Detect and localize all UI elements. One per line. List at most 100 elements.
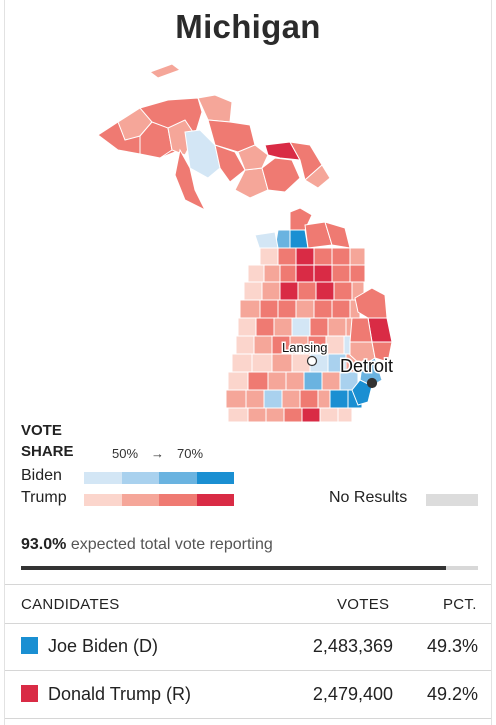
county-shape[interactable] [299, 389, 319, 409]
county-shape[interactable] [333, 281, 353, 301]
county-shape[interactable] [331, 264, 351, 283]
divider [5, 718, 491, 719]
county-shape[interactable] [247, 264, 265, 283]
county-shape[interactable] [267, 371, 287, 391]
county-shape[interactable] [325, 335, 345, 355]
county-shape[interactable] [265, 407, 285, 423]
county-shape[interactable] [225, 389, 247, 409]
legend-row-biden: Biden [21, 467, 234, 485]
trump-swatch-3 [196, 494, 234, 506]
county-shape[interactable] [243, 281, 263, 301]
trump-swatch-0 [84, 494, 122, 506]
county-shape[interactable] [239, 299, 261, 319]
no-results-label: No Results [329, 489, 408, 506]
scale-arrow-icon: → [151, 446, 165, 461]
candidate-pct: 49.2% [426, 684, 478, 704]
county-shape[interactable] [251, 353, 273, 373]
county-shape[interactable] [337, 407, 353, 423]
county-shape[interactable] [263, 389, 283, 409]
county-shape[interactable] [254, 231, 279, 251]
county-shape[interactable] [261, 281, 281, 301]
county-shape[interactable] [321, 371, 341, 391]
county-shape[interactable] [279, 264, 297, 283]
county-shape[interactable] [255, 317, 275, 337]
legend-biden-label: Biden [21, 467, 62, 484]
results-card [4, 0, 492, 725]
county-shape[interactable] [301, 407, 321, 423]
county-shape[interactable] [297, 281, 317, 301]
county-shape[interactable] [317, 389, 331, 409]
county-shape[interactable] [349, 317, 373, 343]
county-shape[interactable] [281, 389, 301, 409]
county-shape[interactable] [309, 317, 329, 337]
county-shape[interactable] [271, 353, 293, 373]
county-shape[interactable] [259, 247, 279, 266]
header-candidates: CANDIDATES [21, 596, 120, 613]
biden-swatch-1 [121, 472, 159, 484]
county-shape[interactable] [371, 341, 393, 363]
biden-color-scale [84, 472, 234, 484]
county-shape[interactable] [273, 317, 293, 337]
county-shape[interactable] [349, 247, 366, 266]
county-shape[interactable] [231, 353, 253, 373]
county-shape[interactable] [247, 407, 267, 423]
county-shape[interactable] [295, 299, 315, 319]
biden-swatch-2 [159, 472, 197, 484]
county-shape[interactable] [283, 407, 303, 423]
county-shape[interactable] [214, 144, 246, 183]
county-shape[interactable] [235, 335, 255, 355]
county-shape[interactable] [313, 299, 333, 319]
trump-swatch-2 [159, 494, 197, 506]
candidate-pct: 49.3% [426, 636, 478, 656]
county-shape[interactable] [291, 353, 311, 373]
county-shape[interactable] [277, 247, 297, 266]
county-shape[interactable] [313, 264, 333, 283]
biden-swatch-0 [84, 472, 122, 484]
city-marker-detroit [366, 377, 378, 389]
state-title: Michigan [175, 8, 321, 45]
county-shape[interactable] [331, 299, 351, 319]
county-shape[interactable] [148, 63, 182, 79]
county-shape[interactable] [261, 157, 301, 193]
county-shape[interactable] [253, 335, 273, 355]
candidate-name: Donald Trump (R) [48, 684, 192, 704]
county-shape[interactable] [264, 141, 301, 161]
county-shape[interactable] [315, 281, 335, 301]
county-shape[interactable] [291, 317, 311, 337]
header-pct: PCT. [443, 596, 477, 613]
county-shape[interactable] [263, 264, 281, 283]
county-shape[interactable] [245, 389, 265, 409]
county-shape[interactable] [303, 371, 323, 391]
county-shape[interactable] [279, 281, 299, 301]
county-shape[interactable] [295, 264, 315, 283]
county-shape[interactable] [277, 299, 297, 319]
candidate-color-chip [21, 685, 38, 702]
county-shape[interactable] [327, 317, 347, 337]
trump-color-scale [84, 494, 234, 506]
county-shape[interactable] [227, 407, 249, 423]
county-shape[interactable] [174, 148, 207, 212]
city-label-detroit: Detroit [340, 356, 393, 376]
county-shape[interactable] [329, 389, 349, 409]
county-shape[interactable] [349, 264, 366, 283]
county-shape[interactable] [285, 371, 305, 391]
county-shape[interactable] [237, 317, 257, 337]
county-shape[interactable] [289, 229, 309, 249]
county-shape[interactable] [227, 371, 249, 391]
county-shape[interactable] [295, 247, 315, 266]
county-shape[interactable] [259, 299, 279, 319]
county-shape[interactable] [319, 407, 339, 423]
divider [5, 623, 491, 624]
county-shape[interactable] [313, 247, 333, 266]
legend-trump-label: Trump [21, 489, 67, 506]
county-shape[interactable] [304, 164, 331, 189]
header-votes: VOTES [337, 596, 390, 613]
scale-high-label: 70% [177, 446, 204, 461]
county-shape[interactable] [247, 371, 269, 391]
county-shape[interactable] [237, 144, 269, 171]
county-shape[interactable] [197, 94, 233, 123]
county-shape[interactable] [331, 247, 351, 266]
county-map[interactable]: Lansing Detroit [0, 50, 496, 425]
legend-no-results: No Results [329, 489, 478, 507]
legend-row-trump: Trump [21, 489, 234, 507]
